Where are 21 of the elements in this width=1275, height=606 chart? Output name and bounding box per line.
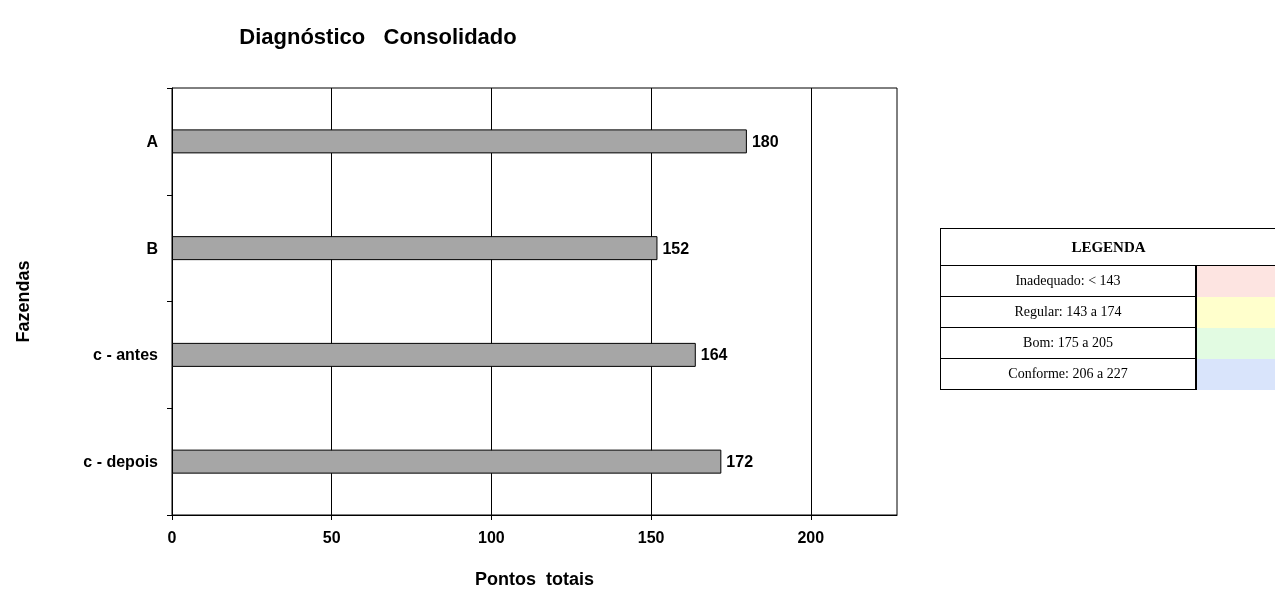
data-label: 164: [700, 346, 728, 364]
y-tick-label: c - depois: [83, 453, 159, 471]
x-tick-label: 100: [478, 528, 505, 546]
x-tick-label: 150: [637, 528, 665, 546]
text: Inadequado: < 143: [941, 266, 1197, 297]
text: Regular: 143 a 174: [941, 297, 1197, 328]
text: LEGENDA: [941, 228, 1275, 266]
y-tick-label: A: [146, 132, 159, 150]
x-tick-label: 50: [322, 528, 341, 546]
chart-title: Diagnóstico Consolidado: [239, 23, 517, 49]
data-label: 172: [726, 453, 754, 471]
text: Conforme: 206 a 227: [941, 359, 1197, 390]
data-label: 152: [662, 239, 690, 257]
text: Bom: 175 a 205: [941, 328, 1197, 359]
y-axis-title: Fazendas: [13, 260, 33, 343]
data-label: 180: [751, 132, 779, 150]
x-tick-label: 0: [167, 528, 177, 546]
x-axis-title: Pontos totais: [474, 569, 595, 589]
x-tick-label: 200: [797, 528, 825, 546]
y-tick-label: c - antes: [93, 346, 159, 364]
y-tick-label: B: [146, 239, 158, 257]
